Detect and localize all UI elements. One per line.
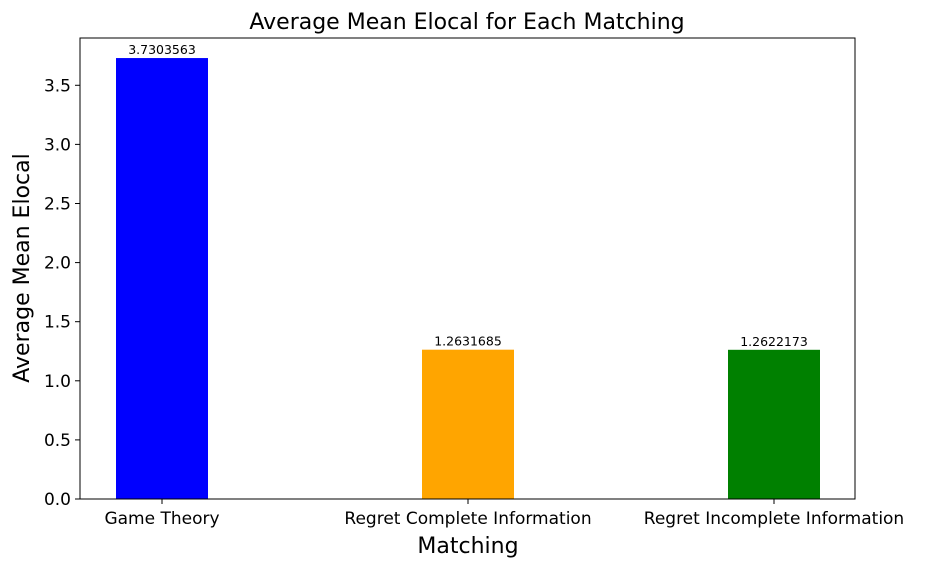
y-tick-label-2: 0.5 bbox=[44, 431, 71, 451]
data-label-1: 3.7303563 bbox=[128, 42, 196, 57]
y-tick-label-4: 1.5 bbox=[44, 313, 71, 333]
bar-2 bbox=[422, 349, 514, 499]
bar-1 bbox=[116, 58, 208, 499]
plot-area: 0.0 0.5 1.0 1.5 2.0 2.5 3.0 3.5 Game Theory Regre… bbox=[44, 37, 904, 529]
data-label-2: 1.2631685 bbox=[434, 334, 502, 349]
bar-3 bbox=[728, 349, 820, 499]
x-tick-label-2: Regret Complete Information bbox=[344, 509, 591, 529]
y-tick-label-6: 2.5 bbox=[44, 194, 71, 214]
y-tick-label-1: 0.0 bbox=[44, 490, 71, 510]
y-tick-label-8: 3.5 bbox=[44, 76, 71, 96]
chart-title: Average Mean Elocal for Each Matching bbox=[249, 10, 684, 35]
x-tick-label-1: Game Theory bbox=[104, 509, 219, 529]
y-tick-label-7: 3.0 bbox=[44, 135, 71, 155]
data-label-3: 1.2622173 bbox=[740, 334, 808, 349]
x-axis-label: Matching bbox=[417, 534, 518, 559]
x-tick-label-3: Regret Incomplete Information bbox=[644, 509, 904, 529]
y-axis-label: Average Mean Elocal bbox=[10, 153, 35, 382]
y-tick-label-3: 1.0 bbox=[44, 372, 71, 392]
y-tick-label-5: 2.0 bbox=[44, 254, 71, 274]
